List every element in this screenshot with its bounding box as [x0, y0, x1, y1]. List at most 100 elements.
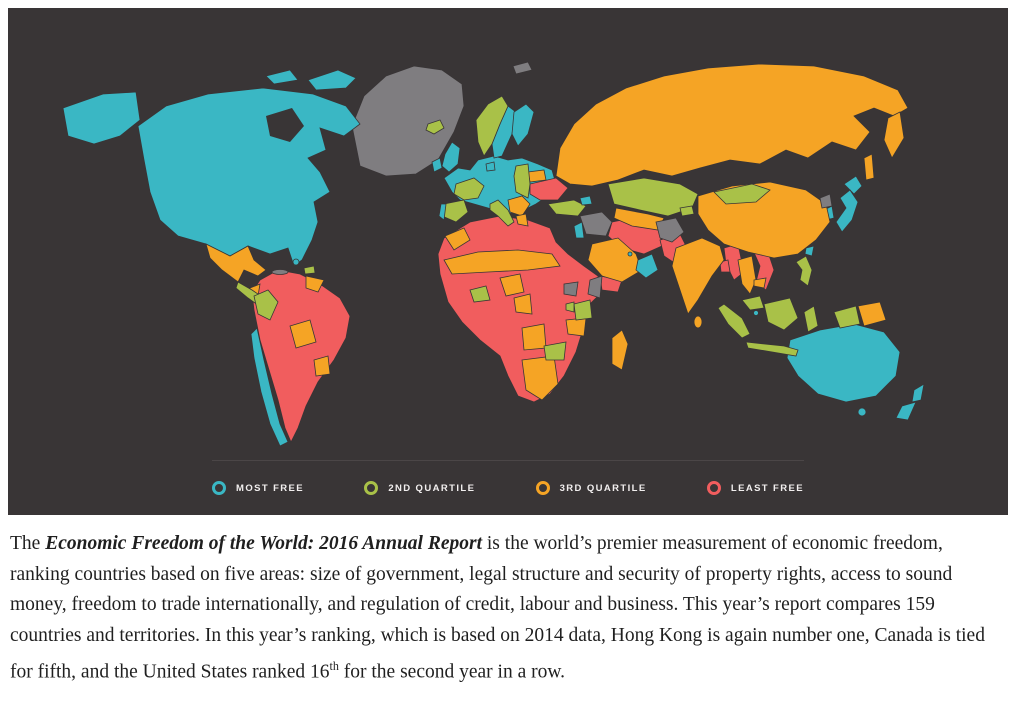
region-sakhalin: [863, 153, 875, 181]
region-alaska: [62, 91, 141, 145]
region-taiwan: [804, 245, 815, 257]
hudson-bay: [266, 108, 304, 142]
region-india: [671, 237, 725, 315]
description-body-2: for the second year in a row.: [338, 661, 566, 683]
region-saudi-arabia: [587, 237, 643, 283]
legend-label-3rd-quartile: 3RD QUARTILE: [559, 482, 647, 494]
region-svalbard: [512, 61, 533, 75]
legend-item-3rd-quartile: 3RD QUARTILE: [535, 481, 647, 495]
region-java: [745, 341, 799, 357]
legend-label-most-free: MOST FREE: [236, 482, 305, 494]
region-paraguay-uruguay: [313, 355, 331, 377]
legend-item-most-free: MOST FREE: [212, 481, 304, 495]
region-cameroon-gabon: [513, 293, 533, 315]
region-greenland: [351, 65, 465, 177]
region-sahel-band: [443, 249, 561, 275]
region-nigeria: [499, 273, 525, 297]
region-australia: [786, 323, 901, 403]
most-free-overlay-regions: [250, 195, 759, 447]
region-portugal: [438, 203, 447, 221]
region-bangladesh: [719, 259, 731, 273]
region-guyanas: [305, 275, 325, 293]
region-sri-lanka: [693, 315, 703, 329]
region-morocco: [444, 227, 471, 251]
second-quartile-regions: [235, 95, 861, 361]
world-map: [62, 61, 925, 447]
region-south-sudan: [563, 281, 579, 297]
region-cambodia: [753, 277, 767, 289]
region-hispaniola: [303, 265, 316, 275]
region-norway: [475, 95, 509, 157]
region-japan-hokkaido: [843, 175, 863, 195]
world-map-figure: MOST FREE 2ND QUARTILE 3RD QUARTILE LEAS…: [8, 8, 1008, 515]
region-north-korea: [819, 193, 833, 209]
region-turkey: [547, 199, 587, 217]
legend-dot-2nd-quartile: [364, 481, 379, 495]
legend-dot-most-free: [212, 481, 226, 495]
region-madagascar: [611, 329, 629, 371]
region-new-zealand-south: [895, 401, 917, 421]
region-iceland: [425, 119, 445, 135]
region-uganda: [565, 301, 575, 313]
region-west-papua: [833, 305, 861, 329]
description-paragraph: The Economic Freedom of the World: 2016 …: [8, 529, 1008, 708]
region-japan-honshu: [835, 189, 859, 233]
region-mongolia: [713, 183, 771, 205]
region-kenya: [573, 299, 593, 321]
no-data-overlay-regions: [271, 193, 833, 299]
region-georgia-caucasus: [579, 195, 593, 206]
third-quartile-regions: [205, 63, 909, 401]
legend-label-2nd-quartile: 2ND QUARTILE: [388, 482, 476, 494]
region-bahamas: [292, 258, 300, 266]
report-title: Economic Freedom of the World: 2016 Annu…: [45, 533, 483, 554]
region-canada-usa: [137, 87, 361, 267]
region-mexico: [205, 243, 267, 283]
sea-cutouts: [266, 108, 304, 142]
region-thailand: [737, 255, 757, 295]
region-greece: [515, 213, 529, 227]
region-ireland: [431, 157, 443, 173]
region-arctic-island-2: [265, 69, 299, 85]
region-somalia-horn: [587, 275, 603, 299]
most-free-regions: [62, 69, 925, 421]
region-philippines: [795, 255, 813, 287]
legend-dot-3rd-quartile: [535, 481, 550, 495]
description-lead: The: [10, 533, 46, 554]
least-free-regions: [251, 177, 775, 443]
map-legend: MOST FREE 2ND QUARTILE 3RD QUARTILE LEAS…: [212, 460, 804, 515]
region-cuba: [271, 269, 289, 275]
region-kamchatka: [883, 111, 905, 159]
region-tasmania: [857, 407, 867, 417]
region-zambia-zimbabwe: [543, 341, 567, 361]
legend-item-least-free: LEAST FREE: [706, 481, 804, 495]
region-denmark: [485, 161, 496, 172]
region-new-zealand-north: [911, 383, 925, 403]
description-body-1: is the world’s premier measurement of ec…: [10, 533, 985, 683]
region-qatar-bahrain: [627, 251, 633, 257]
region-singapore: [753, 310, 759, 316]
region-angola: [521, 323, 547, 351]
region-balkans: [507, 195, 531, 217]
region-russia: [555, 63, 909, 187]
region-belarus: [527, 169, 547, 183]
region-sumatra: [717, 303, 751, 339]
region-eastern-europe: [513, 163, 531, 199]
region-chile: [250, 327, 289, 447]
region-ukraine: [529, 177, 569, 201]
region-malaysia: [741, 295, 765, 311]
region-sulawesi: [803, 305, 819, 333]
region-israel-jordan: [573, 221, 585, 239]
region-france: [453, 177, 485, 201]
region-bolivia: [289, 319, 317, 349]
region-kyrgyzstan: [679, 205, 695, 217]
region-iberia: [441, 199, 469, 223]
region-finland: [511, 103, 535, 147]
ordinal-superscript: th: [329, 659, 339, 673]
region-afghanistan: [655, 217, 685, 243]
legend-item-2nd-quartile: 2ND QUARTILE: [364, 481, 475, 495]
region-peru: [253, 289, 279, 321]
region-iraq-syria: [579, 211, 613, 237]
region-papua-new-guinea: [857, 301, 887, 327]
legend-dot-least-free: [706, 481, 721, 495]
